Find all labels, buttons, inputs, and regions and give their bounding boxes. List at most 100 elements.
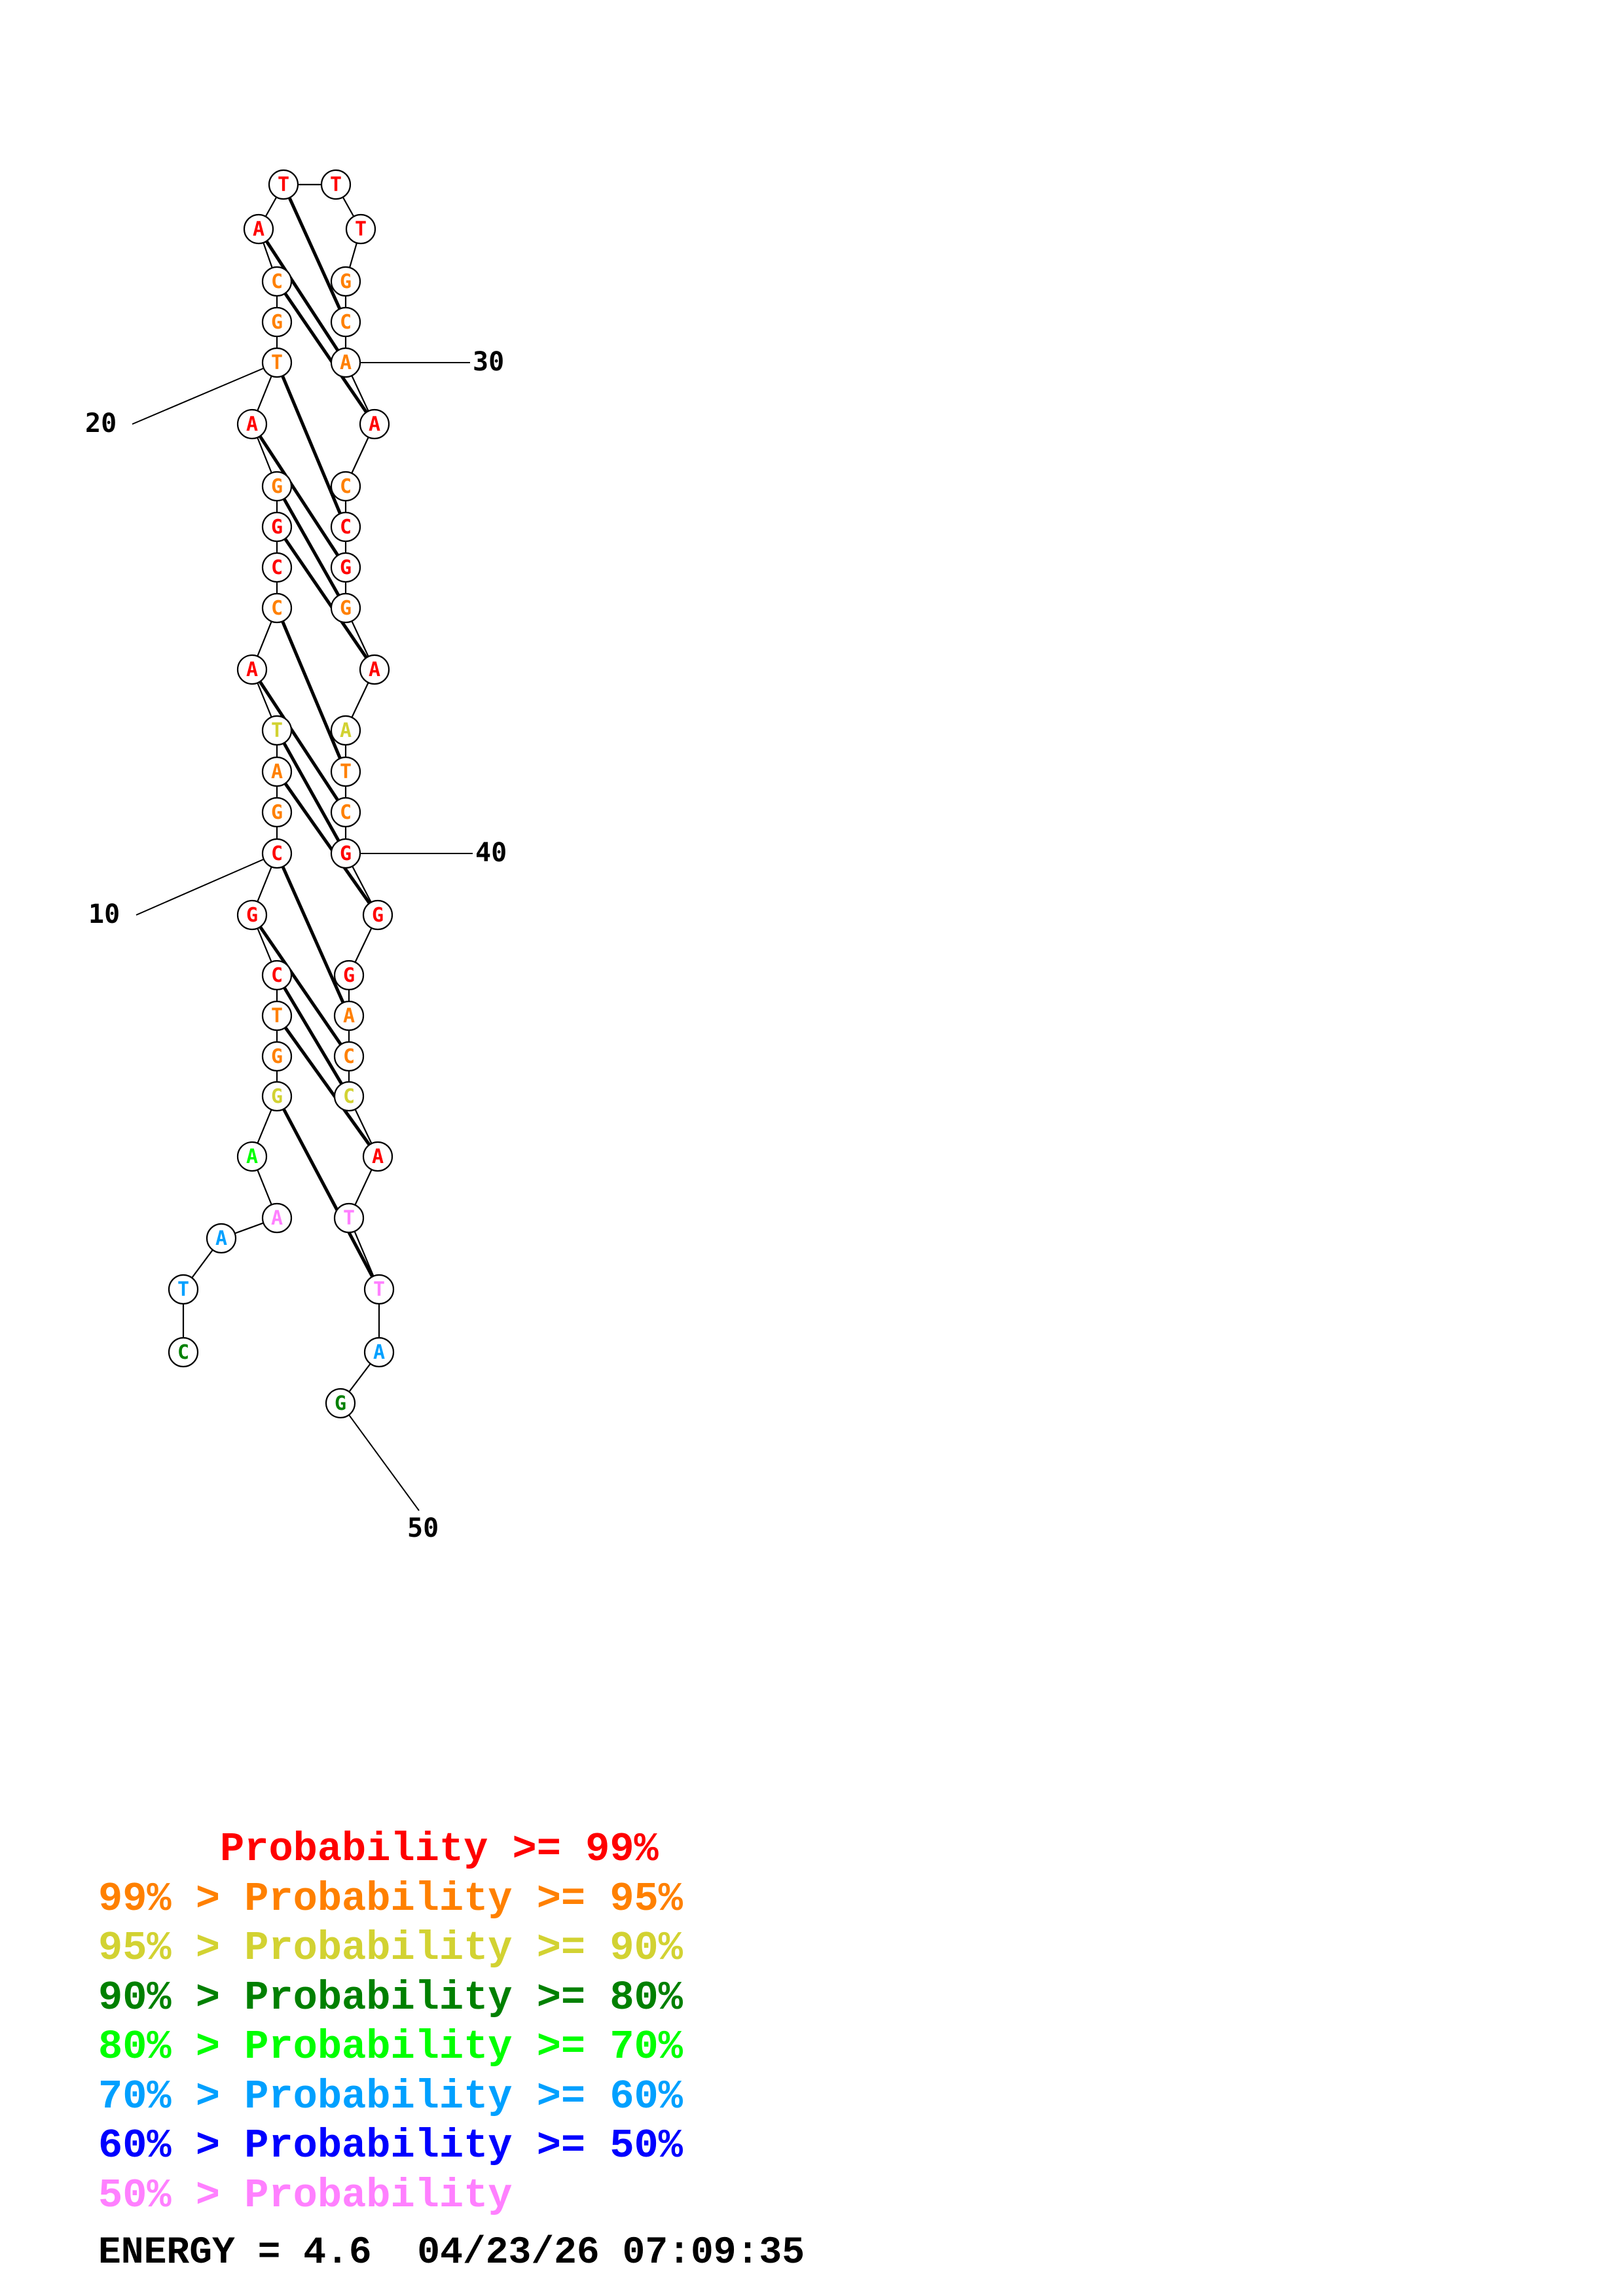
nucleotide-circle <box>243 213 274 245</box>
nucleotide-letter: C <box>271 964 283 987</box>
nucleotide-letter: A <box>215 1227 227 1250</box>
nucleotide: G <box>362 899 393 931</box>
nucleotide-letter: T <box>278 173 289 196</box>
nucleotide: T <box>333 1202 365 1234</box>
base-pair-line <box>275 485 348 609</box>
nucleotide-circle <box>261 960 293 991</box>
nucleotide-letter: T <box>271 351 283 374</box>
nucleotide: A <box>359 408 390 440</box>
nucleotide-circle <box>330 715 361 746</box>
legend-entry-2: 95% > Probability >= 90% <box>98 1925 683 1971</box>
nucleotide-letter: A <box>271 1207 283 1230</box>
nucleotide-letter: G <box>335 1392 346 1415</box>
nucleotide-letter: G <box>271 1045 283 1068</box>
position-label-30: 30 <box>473 347 504 377</box>
position-label-20: 20 <box>85 408 117 439</box>
nucleotide-circle <box>345 213 376 245</box>
nucleotide-circle <box>362 1141 393 1172</box>
nucleotide: T <box>261 347 293 378</box>
nucleotide: T <box>168 1274 199 1305</box>
nucleotide-circle <box>261 1041 293 1072</box>
nucleotide: T <box>345 213 376 245</box>
nucleotide: G <box>261 1081 293 1112</box>
nucleotide-letter: T <box>373 1278 385 1301</box>
nucleotide: G <box>330 838 361 869</box>
nucleotide: T <box>320 169 352 200</box>
nucleotide-circle <box>261 838 293 869</box>
nucleotide: C <box>330 306 361 338</box>
nucleotide-circle <box>362 899 393 931</box>
nucleotide-letter: A <box>343 1005 355 1028</box>
energy-value: ENERGY = 4.6 <box>98 2232 372 2274</box>
nucleotide-circle <box>261 552 293 583</box>
nucleotide: A <box>236 408 268 440</box>
nucleotide-circle <box>320 169 352 200</box>
nucleotide-circle <box>236 654 268 685</box>
footer: ENERGY = 4.6 04/23/26 07:09:35 <box>98 2232 805 2274</box>
nucleotide: A <box>236 1141 268 1172</box>
nucleotide-letter: A <box>246 413 258 436</box>
position-label-40: 40 <box>475 838 507 868</box>
position-label-50: 50 <box>407 1513 439 1543</box>
nucleotide-letter: A <box>246 658 258 681</box>
nucleotide-circle <box>261 797 293 828</box>
base-pair-line <box>275 607 348 772</box>
nucleotide-letter: T <box>355 218 367 241</box>
nucleotide-circle <box>261 1202 293 1234</box>
nucleotide: A <box>359 654 390 685</box>
legend-entry-5: 70% > Probability >= 60% <box>98 2073 683 2120</box>
nucleotide-letter: T <box>343 1207 355 1230</box>
nucleotide-letter: G <box>271 311 283 334</box>
nucleotide-letter: T <box>271 719 283 742</box>
nucleotide-circle <box>333 1000 365 1031</box>
nucleotide: G <box>330 552 361 583</box>
nucleotide: A <box>206 1223 237 1254</box>
base-pair-line <box>250 668 348 814</box>
nucleotide: G <box>333 960 365 991</box>
nucleotide-circle <box>330 306 361 338</box>
nucleotide: C <box>333 1041 365 1072</box>
base-pair-line <box>275 362 348 528</box>
nucleotide: C <box>261 960 293 991</box>
nucleotide: G <box>236 899 268 931</box>
nucleotide-circle <box>363 1336 395 1368</box>
nucleotide-circle <box>330 347 361 378</box>
legend-entry-1: 99% > Probability >= 95% <box>98 1875 683 1922</box>
base-pair-line <box>257 228 348 364</box>
nucleotide: G <box>261 471 293 502</box>
nucleotide-letter: C <box>271 842 283 865</box>
nucleotide-letter: G <box>340 842 352 865</box>
nucleotide-letter: G <box>271 516 283 539</box>
nucleotide-letter: C <box>340 516 352 539</box>
nucleotide-circle <box>330 756 361 787</box>
nucleotide: G <box>261 306 293 338</box>
nucleotide: G <box>330 592 361 624</box>
nucleotide-letter: C <box>177 1341 189 1364</box>
nucleotide-circle <box>261 347 293 378</box>
nucleotide-letter: G <box>340 597 352 620</box>
nucleotide-letter: G <box>271 801 283 824</box>
nucleotide: C <box>330 471 361 502</box>
nucleotide-letter: T <box>177 1278 189 1301</box>
nucleotide-letter: G <box>343 964 355 987</box>
nucleotide-circle <box>168 1274 199 1305</box>
nucleotide: T <box>261 715 293 746</box>
nucleotide-circle <box>330 511 361 543</box>
nucleotide-letter: A <box>340 719 352 742</box>
nucleotide-circle <box>236 1141 268 1172</box>
nucleotide-letter: C <box>340 801 352 824</box>
nucleotide-circle <box>268 169 299 200</box>
nucleotide-circle <box>333 1202 365 1234</box>
nucleotide-letter: C <box>271 270 283 293</box>
nucleotide: C <box>261 838 293 869</box>
nucleotide: T <box>363 1274 395 1305</box>
nucleotide-circle <box>261 471 293 502</box>
nucleotide-circle <box>261 1000 293 1031</box>
nucleotide-letter: G <box>271 1085 283 1108</box>
nucleotide-letter: A <box>271 761 283 783</box>
nucleotide-circle <box>236 899 268 931</box>
nucleotide-letter: A <box>253 218 264 241</box>
nucleotide-letter: C <box>340 475 352 498</box>
nucleotide-circle <box>168 1336 199 1368</box>
nucleotide: A <box>363 1336 395 1368</box>
